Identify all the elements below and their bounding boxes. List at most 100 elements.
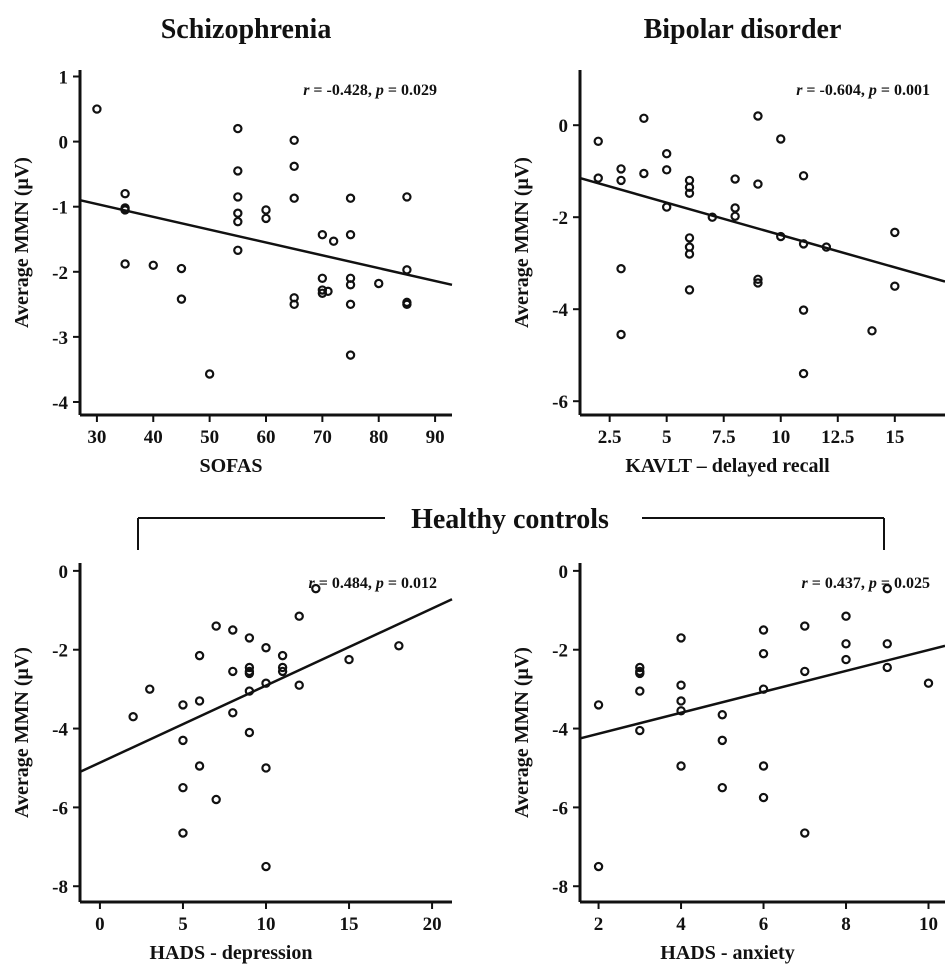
data-point — [730, 211, 740, 221]
data-point — [176, 294, 187, 304]
x-tick-label: 2 — [594, 914, 604, 935]
data-point — [194, 650, 205, 661]
stats-annotation: r = 0.484, p = 0.012 — [309, 575, 437, 592]
data-point — [374, 278, 384, 289]
data-point — [317, 273, 328, 284]
data-point — [402, 299, 412, 310]
data-point — [289, 299, 299, 310]
data-point — [176, 263, 187, 274]
y-tick-label: -2 — [552, 641, 568, 662]
data-point — [717, 735, 727, 746]
data-point — [244, 668, 255, 679]
data-point — [92, 104, 102, 114]
data-point — [758, 792, 769, 803]
data-point — [317, 285, 328, 295]
y-tick-label: -2 — [552, 208, 568, 229]
chart-panel-2: Bipolar disorder 2.5 5 7.5 10 12.5 15 0 -2 -4 -6 KA… — [511, 14, 945, 477]
y-tick-label: 0 — [559, 562, 569, 583]
y-axis-label: Average MMN (μV) — [11, 157, 33, 328]
regression-line — [579, 176, 945, 283]
x-tick-label: 5 — [662, 427, 672, 448]
healthy-controls-title: Healthy controls — [411, 504, 609, 535]
data-point — [616, 175, 626, 186]
data-point — [228, 625, 238, 635]
data-point — [148, 260, 158, 270]
data-point — [323, 286, 333, 297]
data-point — [707, 212, 718, 222]
data-point — [294, 611, 304, 621]
data-point — [684, 249, 695, 259]
data-point — [345, 299, 356, 310]
regression-line — [79, 198, 453, 287]
x-tick-label: 20 — [423, 914, 442, 935]
data-point — [593, 136, 603, 146]
data-point — [800, 621, 810, 631]
data-point — [753, 274, 763, 284]
data-point — [178, 700, 188, 710]
x-tick-label: 10 — [919, 914, 938, 935]
data-point — [328, 236, 339, 246]
data-point — [776, 231, 786, 242]
data-point — [345, 280, 356, 290]
data-point — [635, 668, 645, 679]
data-point — [593, 861, 604, 872]
y-tick-label: -8 — [52, 877, 68, 898]
data-point — [890, 227, 900, 238]
data-point — [211, 794, 221, 805]
data-point — [244, 727, 255, 738]
data-point — [277, 650, 288, 661]
y-tick-label: -4 — [52, 720, 68, 741]
y-tick-label: 0 — [59, 133, 69, 154]
data-point — [289, 193, 299, 203]
data-point — [261, 763, 271, 773]
x-tick-label: 30 — [87, 427, 106, 448]
data-point — [261, 643, 271, 653]
data-point — [635, 725, 645, 736]
data-point — [277, 666, 288, 677]
y-tick-label: -6 — [552, 798, 568, 819]
data-point — [676, 680, 686, 690]
data-point — [345, 350, 356, 360]
data-point — [841, 654, 851, 665]
data-point — [661, 149, 672, 159]
x-tick-label: 40 — [144, 427, 163, 448]
data-point — [228, 666, 238, 677]
x-tick-label: 90 — [426, 427, 445, 448]
data-point — [800, 666, 810, 677]
x-tick-label: 2.5 — [598, 427, 622, 448]
data-point — [684, 182, 695, 192]
data-point — [120, 188, 130, 199]
y-tick-label: -2 — [52, 263, 68, 284]
x-tick-label: 60 — [257, 427, 276, 448]
data-point — [289, 161, 299, 172]
data-point — [821, 242, 832, 252]
data-point — [228, 708, 238, 718]
data-point — [758, 625, 769, 635]
chart-panel-1: Schizophrenia 30 40 50 60 70 80 90 1 0 -1 -2 -3 -4 SOF… — [11, 14, 453, 477]
x-tick-label: 10 — [771, 427, 790, 448]
data-point — [730, 174, 740, 184]
data-point — [233, 166, 243, 176]
y-tick-label: -8 — [552, 877, 568, 898]
chart-panel-3: 0 5 10 15 20 0 -2 -4 -6 -8 HADS - depression Averag… — [11, 562, 453, 964]
x-tick-label: 15 — [885, 427, 904, 448]
data-point — [661, 202, 672, 212]
data-point — [211, 621, 221, 631]
y-tick-label: -6 — [552, 392, 568, 413]
y-tick-label: -4 — [552, 720, 568, 741]
data-point — [753, 179, 763, 189]
data-point — [178, 828, 188, 838]
data-point — [635, 686, 645, 696]
chart-panel-4: 2 4 6 8 10 0 -2 -4 -6 -8 HADS - anxiety Average MMN… — [511, 562, 945, 964]
data-point — [402, 192, 412, 202]
data-point — [776, 134, 786, 144]
chart-title: Schizophrenia — [161, 14, 332, 45]
y-tick-label: 0 — [59, 562, 69, 583]
data-point — [676, 696, 686, 706]
data-point — [890, 281, 900, 291]
data-point — [798, 171, 809, 181]
data-point — [261, 213, 271, 224]
y-tick-label: -4 — [52, 393, 68, 414]
data-point — [261, 678, 271, 688]
